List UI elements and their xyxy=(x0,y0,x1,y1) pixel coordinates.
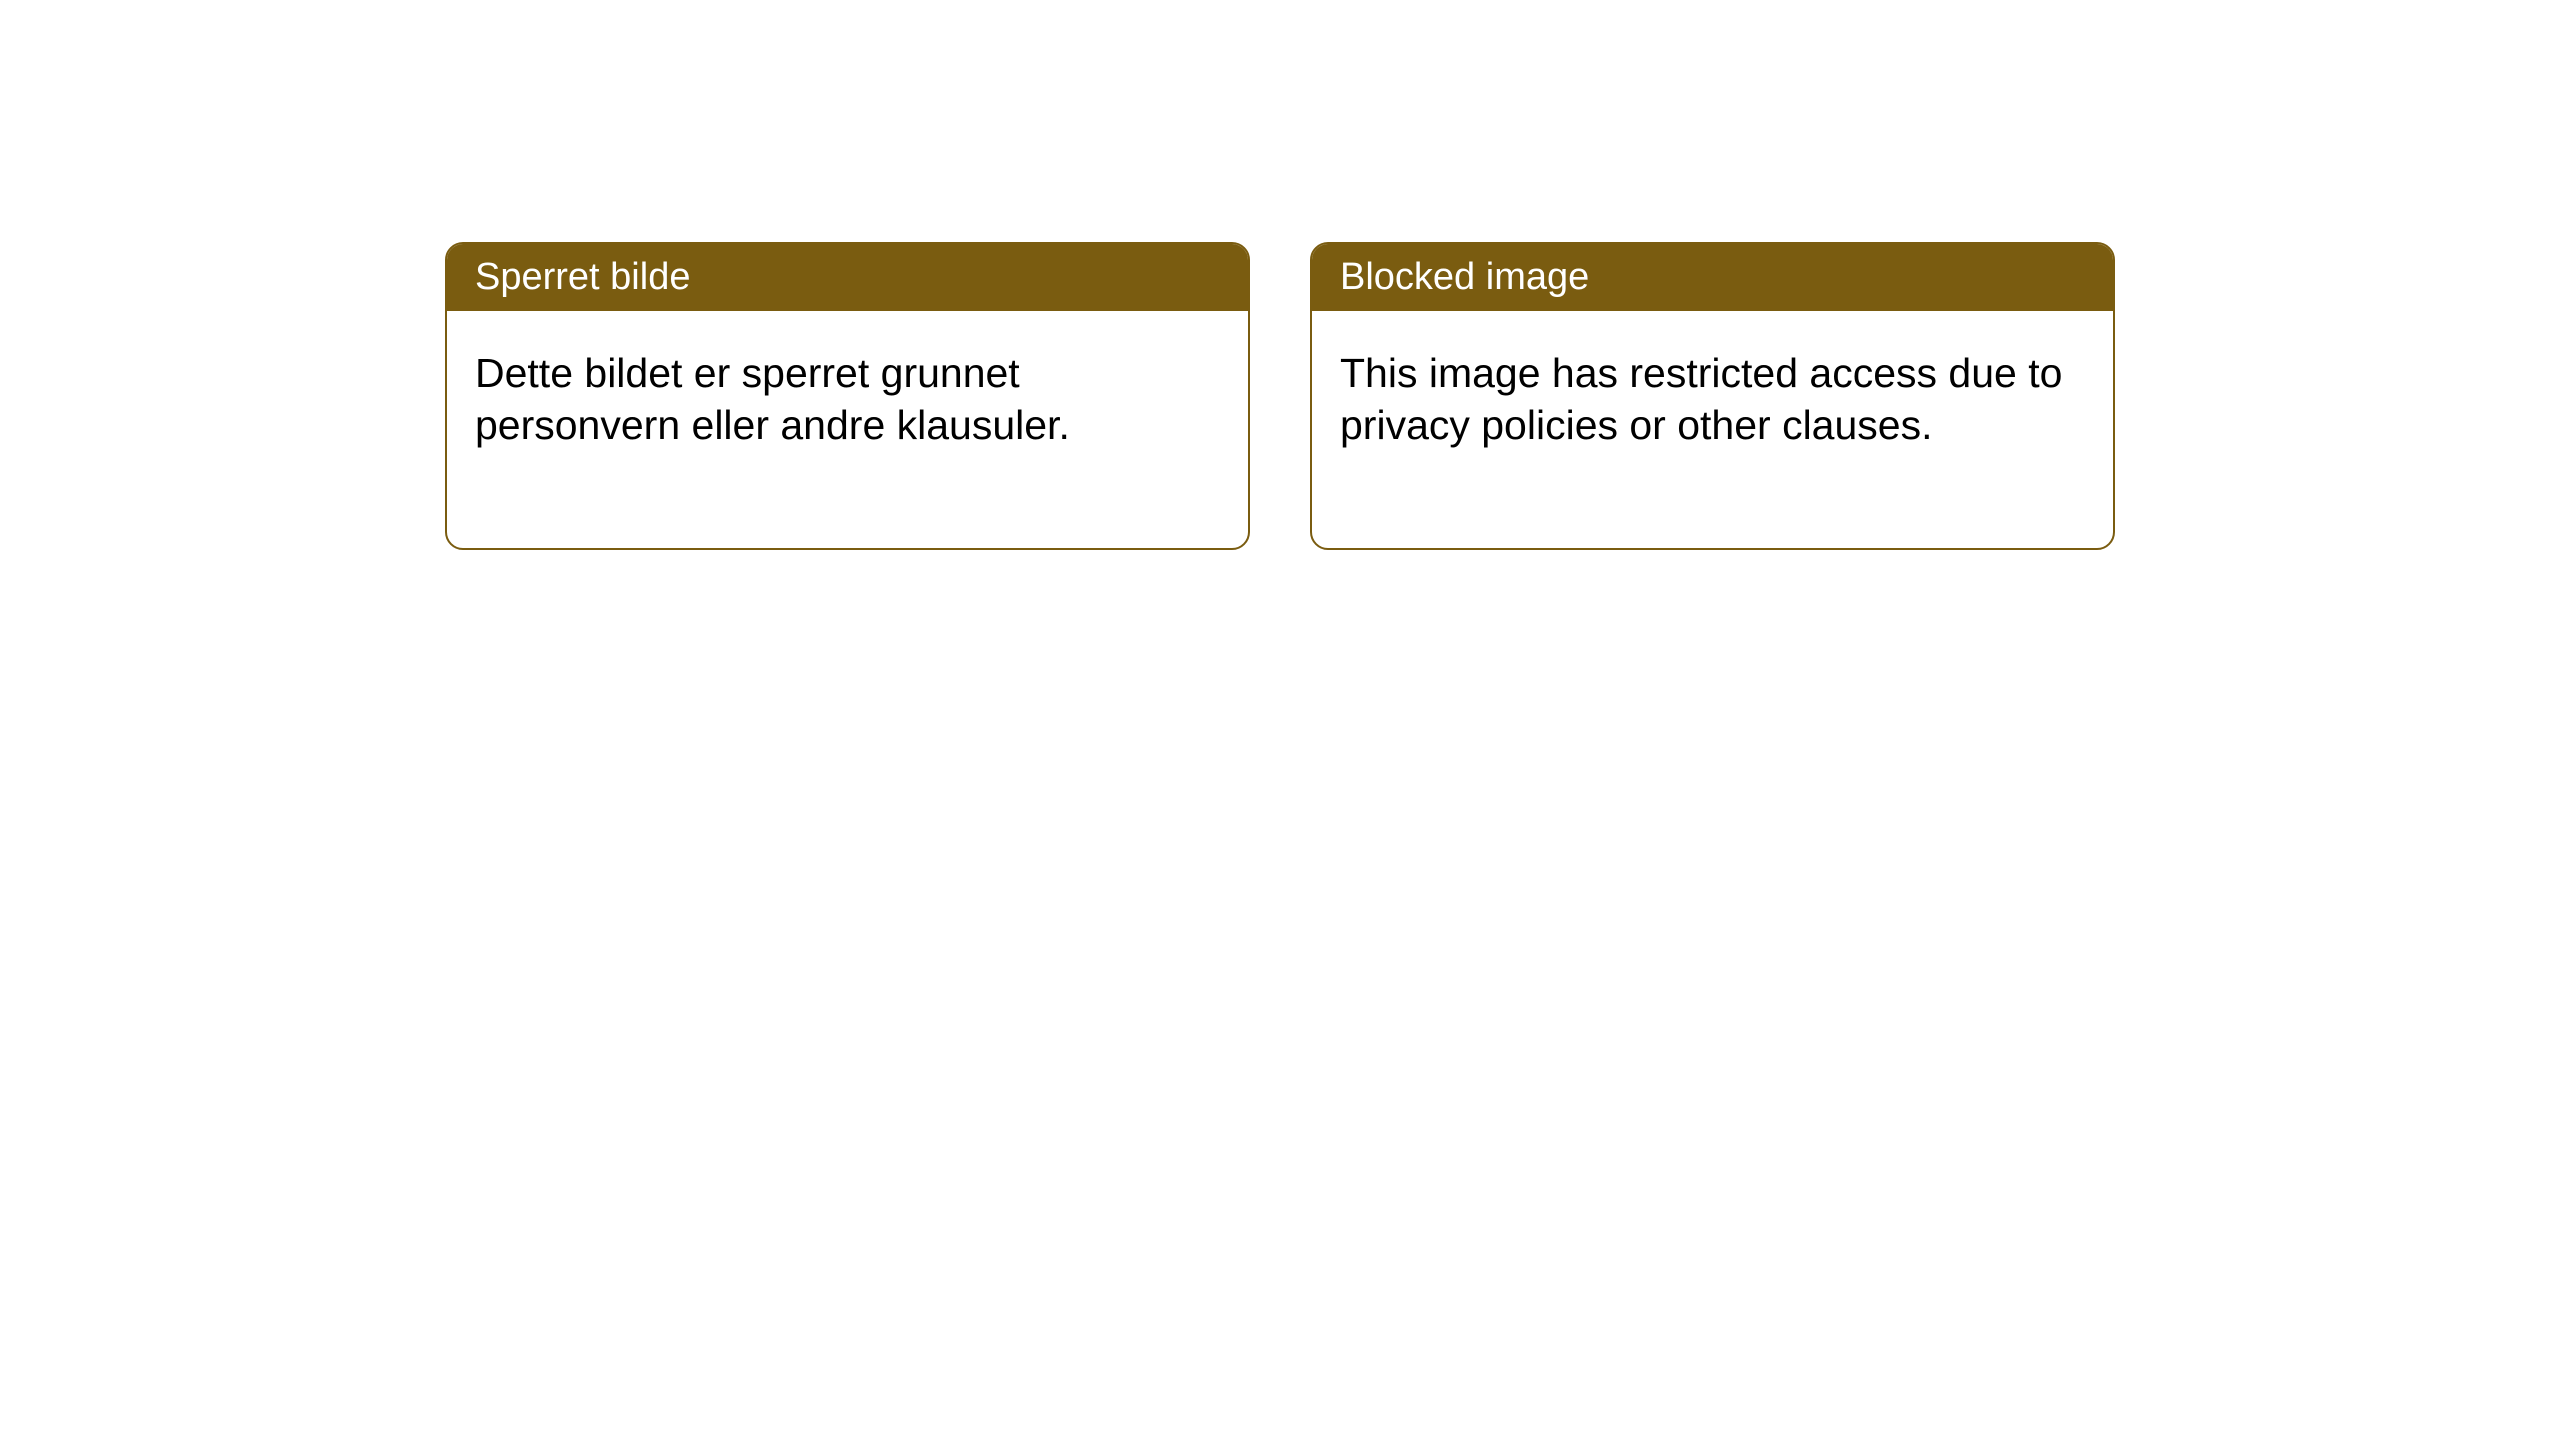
notice-header: Blocked image xyxy=(1312,244,2113,311)
notice-body: Dette bildet er sperret grunnet personve… xyxy=(447,311,1248,548)
notice-box-english: Blocked image This image has restricted … xyxy=(1310,242,2115,550)
notice-body: This image has restricted access due to … xyxy=(1312,311,2113,548)
notice-header: Sperret bilde xyxy=(447,244,1248,311)
notice-box-norwegian: Sperret bilde Dette bildet er sperret gr… xyxy=(445,242,1250,550)
notice-container: Sperret bilde Dette bildet er sperret gr… xyxy=(445,242,2115,550)
